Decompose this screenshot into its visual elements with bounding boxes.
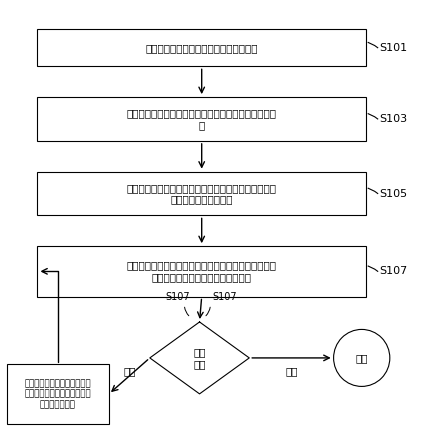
FancyBboxPatch shape: [37, 97, 366, 141]
Circle shape: [334, 329, 390, 386]
Text: S107: S107: [166, 292, 190, 302]
Text: S105: S105: [379, 189, 407, 198]
Text: 成功: 成功: [285, 366, 298, 376]
Text: S107: S107: [379, 266, 407, 276]
Text: 结束: 结束: [356, 353, 368, 363]
FancyBboxPatch shape: [37, 29, 366, 66]
Text: 确定与所述多个信息服务方分别对应的多个综合竞价评
分: 确定与所述多个信息服务方分别对应的多个综合竞价评 分: [127, 108, 277, 130]
Polygon shape: [150, 322, 249, 394]
Text: 从所述待拉取序列中去除所述
排序前列的信息服务方，更新
所述待拉取序列: 从所述待拉取序列中去除所述 排序前列的信息服务方，更新 所述待拉取序列: [25, 379, 91, 409]
Text: 拉取
判断: 拉取 判断: [193, 347, 206, 369]
Text: 从待拉取序列中确定排序前列的信息服务方，拉取所述
排序前列的信息服务方所提供的信息: 从待拉取序列中确定排序前列的信息服务方，拉取所述 排序前列的信息服务方所提供的信…: [127, 261, 277, 282]
FancyBboxPatch shape: [7, 365, 109, 424]
Text: 接收信息拉取请求，获取多个信息服务方: 接收信息拉取请求，获取多个信息服务方: [145, 43, 258, 53]
Text: 根据综合竞价评分的大小，对所述多个信息服务方进行
排序，生成待拉取序列: 根据综合竞价评分的大小，对所述多个信息服务方进行 排序，生成待拉取序列: [127, 182, 277, 204]
Text: S107: S107: [212, 292, 237, 302]
FancyBboxPatch shape: [37, 246, 366, 297]
Text: S103: S103: [379, 114, 407, 124]
Text: S101: S101: [379, 43, 407, 53]
FancyBboxPatch shape: [37, 171, 366, 215]
Text: 失败: 失败: [123, 366, 135, 376]
